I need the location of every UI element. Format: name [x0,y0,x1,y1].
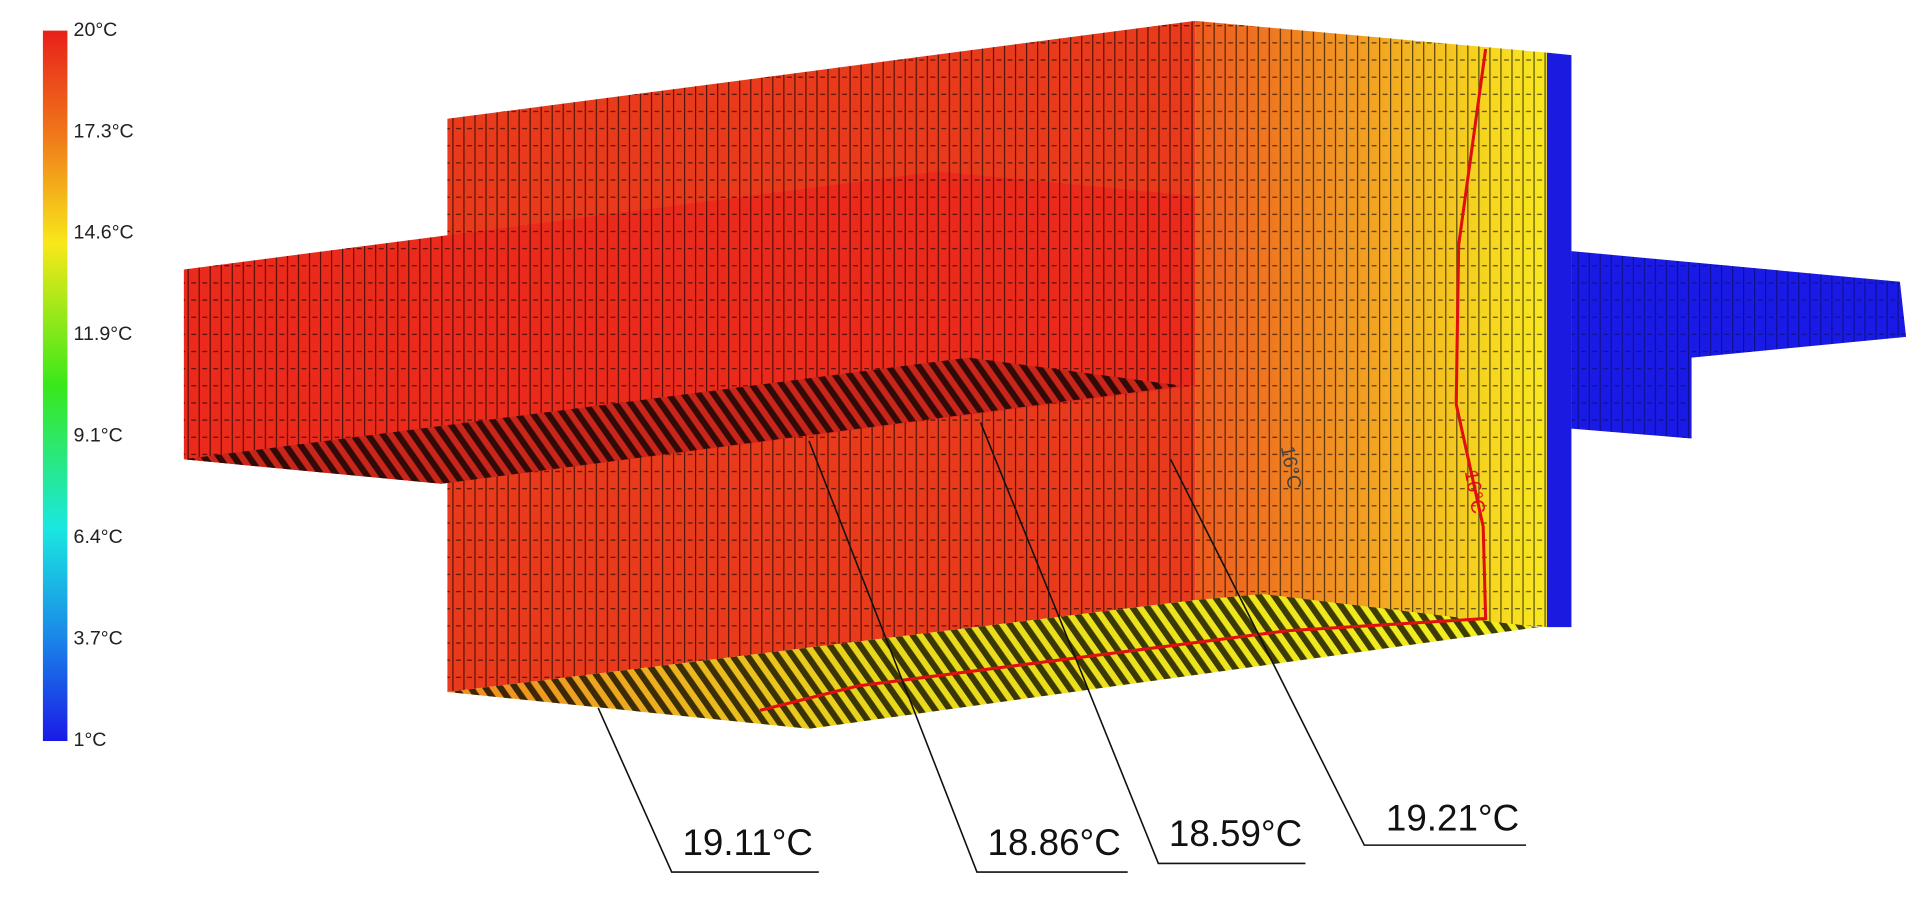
color-bar-label: 14.6°C [74,222,134,244]
cantilever-mesh [1571,251,1907,439]
annotation: 18.59°C [1169,813,1302,854]
annotation: 18.86°C [988,822,1121,863]
leader-line [808,440,1128,873]
leader-line [597,707,819,873]
leader-line [979,422,1306,865]
color-bar-label: 11.9°C [74,323,133,345]
color-bar-label: 9.1°C [74,425,123,447]
color-bar-labels: 20°C 17.3°C 14.6°C 11.9°C 9.1°C 6.4°C 3.7°C 1°C [74,19,134,751]
leader-line [1169,458,1527,846]
annotation: 19.21°C [1386,797,1519,838]
wall-side-mesh [1195,20,1547,628]
color-bar-label: 1°C [74,729,107,751]
isotherm [759,48,1488,712]
floor-slab-mesh [447,594,1539,729]
color-bar-label: 6.4°C [74,526,123,548]
slab-underside-mesh [183,357,1183,484]
color-bar-label: 3.7°C [74,628,123,650]
annotation: 19.11°C [682,822,813,863]
outer-insulation [1546,52,1572,628]
color-bar-label: 17.3°C [74,120,134,142]
color-bar [42,30,68,742]
color-bar-label: 20°C [74,19,118,41]
